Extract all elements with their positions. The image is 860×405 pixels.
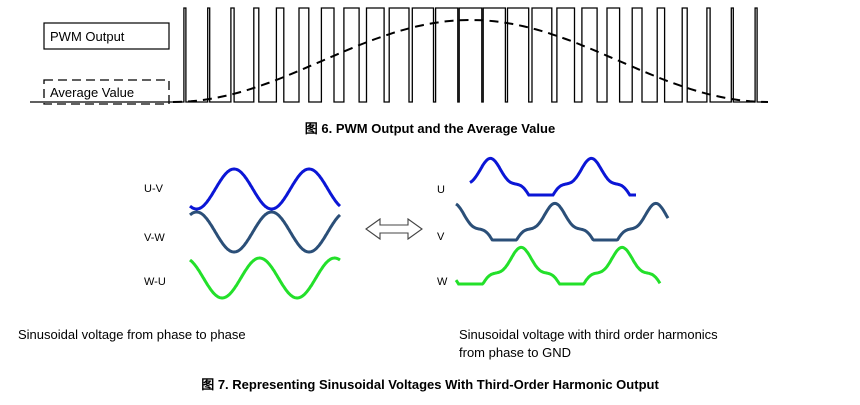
label-u: U bbox=[437, 184, 445, 196]
pwm-legend-box bbox=[43, 22, 170, 50]
label-v: V bbox=[437, 231, 445, 243]
label-u-v: U-V bbox=[144, 183, 164, 195]
right-description-line1: Sinusoidal voltage with third order harm… bbox=[459, 327, 718, 342]
avg-legend-label: Average Value bbox=[50, 85, 134, 100]
right-description-line2: from phase to GND bbox=[459, 345, 571, 360]
left-description: Sinusoidal voltage from phase to phase bbox=[18, 327, 246, 342]
figure-7: U-V V-W W-U U V W Sinusoidal voltage fro… bbox=[18, 156, 718, 392]
wu-sine-wave bbox=[189, 256, 341, 300]
pwm-legend-label: PWM Output bbox=[50, 29, 125, 44]
figure-6: PWM Output Average Value 图 6. PWM Output… bbox=[30, 7, 769, 136]
u-harmonic-wave bbox=[469, 156, 636, 197]
pwm-waveform bbox=[30, 7, 768, 103]
uv-sine-wave bbox=[189, 167, 342, 211]
figure-7-caption: 图 7. Representing Sinusoidal Voltages Wi… bbox=[201, 377, 659, 392]
label-v-w: V-W bbox=[144, 232, 165, 244]
figure-6-caption: 图 6. PWM Output and the Average Value bbox=[305, 121, 555, 136]
double-arrow-icon bbox=[365, 217, 423, 241]
avg-legend-box bbox=[43, 79, 170, 105]
average-value-curve bbox=[172, 18, 769, 103]
w-harmonic-wave bbox=[454, 245, 662, 286]
label-w-u: W-U bbox=[144, 276, 166, 288]
label-w: W bbox=[437, 276, 448, 288]
v-harmonic-wave bbox=[455, 201, 670, 242]
vw-sine-wave bbox=[189, 210, 342, 254]
